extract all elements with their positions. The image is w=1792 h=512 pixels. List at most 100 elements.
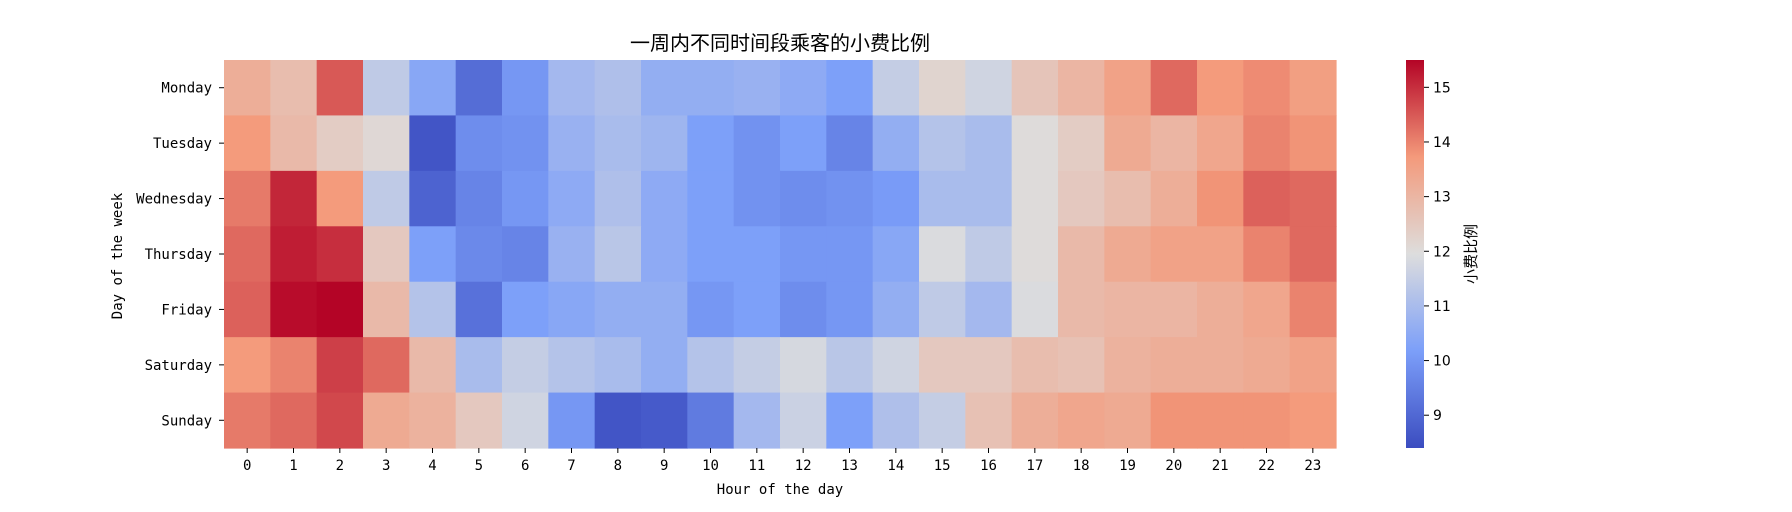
x-tick-label: 23 [1304,458,1321,474]
heatmap-cell [270,226,318,283]
heatmap-cell [455,60,503,117]
heatmap-cell [687,337,735,394]
heatmap-cell [1197,226,1244,283]
heatmap-cell [224,226,271,283]
y-tick-label: Thursday [145,247,212,263]
heatmap-cell [224,170,271,227]
heatmap-cell [1197,337,1244,394]
heatmap-cell [1104,226,1152,283]
heatmap-cell [502,170,549,227]
heatmap-cell [641,392,688,449]
heatmap-cell [409,170,457,227]
heatmap-cell [1243,392,1291,449]
heatmap-cell [316,392,364,449]
heatmap-cell [965,337,1013,394]
heatmap-cell [409,281,457,338]
heatmap-cell [548,226,596,283]
x-tick-label: 7 [567,458,575,474]
heatmap-cell [270,337,318,394]
heatmap-cell [780,60,827,117]
heatmap-cell [409,60,457,117]
heatmap-cell [1150,392,1198,449]
heatmap-cell [780,392,827,449]
heatmap-cell [270,115,318,172]
heatmap-cell [548,60,596,117]
heatmap-cell [1243,226,1291,283]
heatmap-cell [1150,337,1198,394]
heatmap-cell [1104,60,1152,117]
heatmap-cell [455,226,503,283]
heatmap-cell [641,337,688,394]
heatmap-cell [919,226,966,283]
heatmap-cell [919,170,966,227]
heatmap-cell [919,115,966,172]
heatmap-cell [1058,392,1105,449]
heatmap-cell [919,281,966,338]
heatmap-cell [1104,115,1152,172]
heatmap-cell [872,392,920,449]
heatmap-cell [455,281,503,338]
colorbar-tick-label: 12 [1433,244,1451,260]
heatmap-cell [363,226,410,283]
heatmap-cell [780,281,827,338]
heatmap-cell [1243,60,1291,117]
heatmap-cell [1197,60,1244,117]
heatmap-cell [594,115,642,172]
heatmap-cell [872,170,920,227]
heatmap-cell [826,392,874,449]
heatmap-cell [1289,115,1337,172]
heatmap-cell [1197,115,1244,172]
heatmap-cell [733,392,781,449]
heatmap-cell [919,392,966,449]
heatmap-cell [1289,60,1337,117]
heatmap-cell [641,60,688,117]
x-tick-label: 19 [1119,458,1136,474]
heatmap-cell [224,60,271,117]
heatmap-cell [826,281,874,338]
heatmap-cell [826,60,874,117]
x-tick-label: 0 [243,458,251,474]
heatmap-cell [409,392,457,449]
heatmap-cell [965,115,1013,172]
heatmap-cell [1197,281,1244,338]
heatmap-cell [780,115,827,172]
colorbar-tick-label: 11 [1433,299,1451,315]
heatmap-cell [224,281,271,338]
colorbar-tick-label: 13 [1433,190,1451,206]
colorbar-tick-label: 9 [1433,408,1442,424]
heatmap-cell [594,392,642,449]
heatmap-cell [919,337,966,394]
y-tick-labels: Monday Tuesday Wednesday Thursday Friday Satu… [136,81,224,429]
heatmap-cell [1011,170,1059,227]
heatmap-cell [1150,226,1198,283]
x-tick-label: 3 [382,458,390,474]
heatmap-cell [1011,281,1059,338]
chart-title: 一周内不同时间段乘客的小费比例 [630,31,930,55]
x-tick-label: 22 [1258,458,1275,474]
heatmap-cell [965,170,1013,227]
heatmap-cell [363,281,410,338]
y-tick-label: Friday [161,302,212,318]
x-tick-label: 18 [1073,458,1090,474]
heatmap-cell [826,226,874,283]
y-axis-label: Day of the week [110,192,126,319]
heatmap-cell [687,226,735,283]
heatmap-cell [594,226,642,283]
heatmap-cell [455,337,503,394]
heatmap-cell [641,170,688,227]
heatmap-cell [270,60,318,117]
colorbar-ticks: 9 10 11 12 13 14 15 [1424,80,1451,424]
heatmap-cell [548,392,596,449]
heatmap-cell [733,337,781,394]
heatmap-cell [548,337,596,394]
x-tick-label: 17 [1026,458,1043,474]
heatmap-cell [1104,281,1152,338]
y-tick-label: Sunday [161,413,212,429]
heatmap-cell [1243,170,1291,227]
heatmap-cell [1243,337,1291,394]
x-tick-label: 14 [887,458,904,474]
heatmap-cell [1104,170,1152,227]
heatmap-cell [687,115,735,172]
heatmap-cell [872,281,920,338]
